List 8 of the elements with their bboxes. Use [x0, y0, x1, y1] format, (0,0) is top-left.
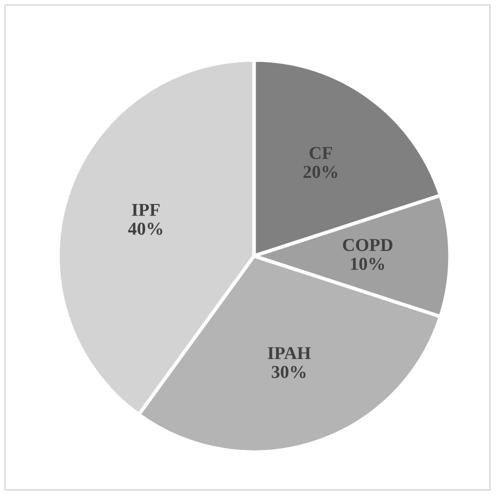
- slice-label: COPD: [342, 238, 392, 252]
- slice-label: CF: [310, 146, 332, 160]
- data-label: 20%: [304, 166, 338, 178]
- data-label: 40%: [128, 222, 162, 235]
- slice-label: IPAH: [268, 347, 311, 360]
- data-label: 10%: [351, 258, 384, 270]
- slice-label: IPF: [132, 204, 160, 216]
- data-label: 30%: [272, 366, 306, 378]
